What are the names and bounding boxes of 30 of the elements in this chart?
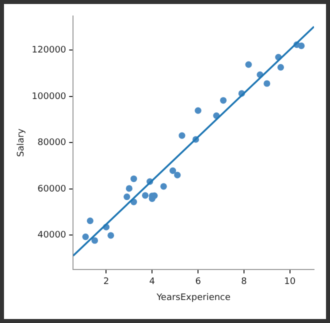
- y-tick-label: 80000: [38, 138, 66, 148]
- point: [245, 61, 252, 68]
- point: [124, 194, 130, 200]
- point: [174, 172, 181, 178]
- point: [108, 232, 114, 239]
- point: [130, 175, 138, 182]
- point: [170, 167, 176, 174]
- point: [264, 80, 270, 87]
- x-tick-label: 6: [195, 277, 202, 288]
- point: [194, 107, 202, 114]
- y-tick-label: 40000: [38, 230, 66, 241]
- x-tick-label: 2: [103, 277, 110, 288]
- point: [91, 237, 98, 244]
- y-axis-title: Salary: [16, 128, 27, 157]
- point: [160, 183, 167, 190]
- y-tick-label: 120000: [32, 46, 66, 56]
- point: [86, 218, 94, 224]
- point: [277, 64, 284, 71]
- x-axis-title: YearsExperience: [156, 292, 232, 303]
- y-tick-label: 60000: [38, 184, 66, 194]
- point: [82, 234, 89, 240]
- point: [220, 97, 227, 104]
- point: [298, 42, 305, 50]
- point: [142, 192, 149, 199]
- x-tick-label: 4: [149, 277, 156, 288]
- point: [126, 185, 132, 192]
- point: [178, 132, 186, 139]
- x-tick-label: 8: [241, 277, 248, 288]
- x-tick-label: 10: [284, 277, 296, 288]
- y-tick-label: 100000: [32, 92, 66, 102]
